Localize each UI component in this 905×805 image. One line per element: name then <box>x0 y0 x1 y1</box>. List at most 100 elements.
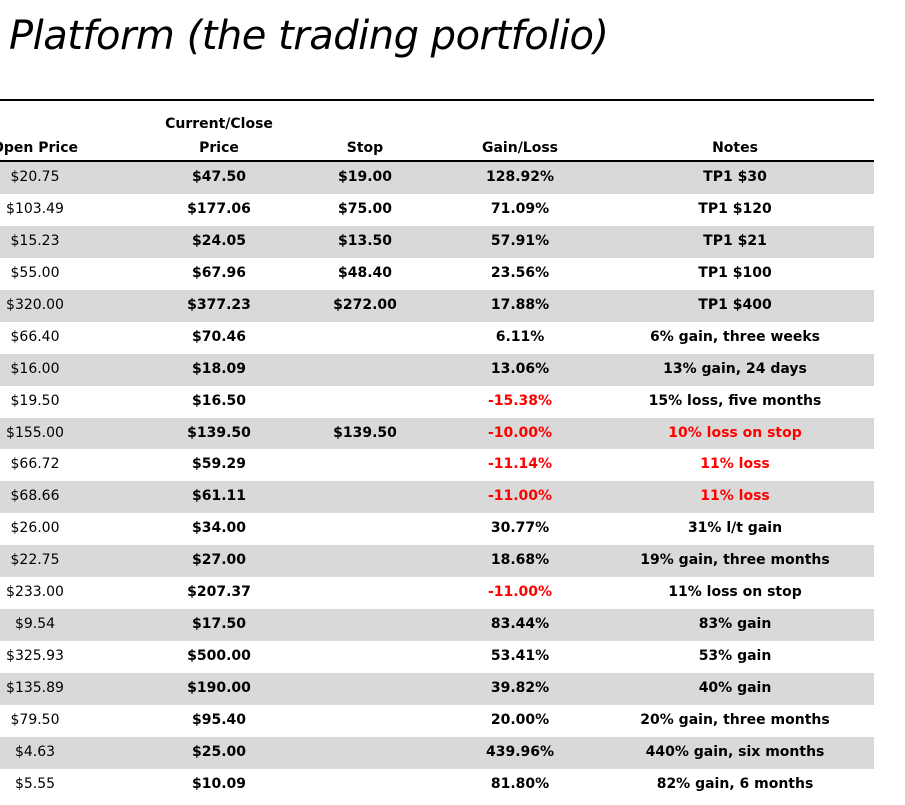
stop-cell: $48.40 <box>337 264 393 281</box>
stop-cell: $139.50 <box>333 424 397 441</box>
open-price-cell: $66.72 <box>10 456 60 473</box>
notes-cell: 13% gain, 24 days <box>663 360 807 377</box>
notes-cell: 82% gain, 6 months <box>656 775 814 792</box>
close-price-cell: $24.05 <box>191 232 247 249</box>
header-gain-loss: Gain/Loss <box>481 140 559 156</box>
open-price-cell: $233.00 <box>6 584 64 601</box>
gain-loss-cell: 18.68% <box>490 552 550 569</box>
open-price-cell: $22.75 <box>10 552 60 569</box>
open-price-cell: $20.75 <box>10 169 60 185</box>
close-price-cell: $67.96 <box>191 264 247 281</box>
table-row: $135.89 $190.00 39.82% 40% gain <box>0 673 874 705</box>
table-body: $20.75 $47.50 $19.00 128.92% TP1 $30 $103.49 $… <box>0 162 874 801</box>
close-price-cell: $27.00 <box>191 552 247 569</box>
notes-cell: TP1 $400 <box>698 296 772 313</box>
notes-cell: 31% l/t gain <box>687 520 783 537</box>
close-price-cell: $70.46 <box>191 328 247 345</box>
table-row: $66.72 $59.29 -11.14% 11% loss <box>0 449 874 481</box>
close-price-cell: $500.00 <box>187 648 251 665</box>
gain-loss-cell: 53.41% <box>490 648 550 665</box>
gain-loss-cell: 17.88% <box>490 296 550 313</box>
gain-loss-cell: 439.96% <box>485 743 555 760</box>
gain-loss-cell: -11.14% <box>487 456 553 473</box>
gain-loss-cell: 23.56% <box>490 264 550 281</box>
table-row: $68.66 $61.11 -11.00% 11% loss <box>0 481 874 514</box>
notes-cell: 440% gain, six months <box>645 743 825 760</box>
open-price-cell: $155.00 <box>6 424 64 441</box>
open-price-cell: $79.50 <box>10 711 60 728</box>
header-divider <box>0 160 874 162</box>
table-row: $320.00 $377.23 $272.00 17.88% TP1 $400 <box>0 289 874 322</box>
table-row: $55.00 $67.96 $48.40 23.56% TP1 $100 <box>0 258 874 290</box>
gain-loss-cell: -10.00% <box>487 424 553 441</box>
stop-cell: $272.00 <box>333 296 397 313</box>
notes-cell: 53% gain <box>698 648 772 665</box>
header-stop: Stop <box>346 140 384 156</box>
open-price-cell: $68.66 <box>10 488 60 505</box>
gain-loss-cell: -11.00% <box>487 584 553 601</box>
close-price-cell: $25.00 <box>191 743 247 760</box>
table-row: $22.75 $27.00 18.68% 19% gain, three months <box>0 545 874 578</box>
open-price-cell: $135.89 <box>6 680 64 696</box>
table-row: $5.55 $10.09 81.80% 82% gain, 6 months <box>0 769 874 801</box>
gain-loss-cell: 57.91% <box>490 232 550 249</box>
notes-cell: 15% loss, five months <box>648 392 822 409</box>
table-row: $20.75 $47.50 $19.00 128.92% TP1 $30 <box>0 162 874 194</box>
table-row: $26.00 $34.00 30.77% 31% l/t gain <box>0 513 874 545</box>
close-price-cell: $190.00 <box>187 680 251 696</box>
gain-loss-cell: 6.11% <box>495 328 545 345</box>
table-header: Open Price Current/Close Price Stop Gain… <box>0 112 874 160</box>
close-price-cell: $177.06 <box>187 200 251 217</box>
open-price-cell: $19.50 <box>10 392 60 409</box>
notes-cell: 83% gain <box>698 616 772 633</box>
gain-loss-cell: 20.00% <box>490 711 550 728</box>
gain-loss-cell: 39.82% <box>490 680 550 696</box>
stop-cell: $75.00 <box>337 200 393 217</box>
stop-cell: $13.50 <box>337 232 393 249</box>
gain-loss-cell: 71.09% <box>490 200 550 217</box>
close-price-cell: $207.37 <box>187 584 251 601</box>
stop-cell: $19.00 <box>337 169 393 185</box>
notes-cell: 11% loss <box>700 456 770 473</box>
page-title: Platform (the trading portfolio) <box>9 13 609 59</box>
close-price-cell: $59.29 <box>191 456 247 473</box>
table-row: $4.63 $25.00 439.96% 440% gain, six months <box>0 736 874 769</box>
open-price-cell: $55.00 <box>10 264 60 281</box>
notes-cell: 11% loss on stop <box>668 584 802 601</box>
notes-cell: TP1 $120 <box>698 200 772 217</box>
gain-loss-cell: -15.38% <box>487 392 553 409</box>
notes-cell: TP1 $21 <box>703 232 767 249</box>
gain-loss-cell: 128.92% <box>485 169 555 185</box>
notes-cell: 40% gain <box>698 680 772 696</box>
close-price-cell: $34.00 <box>191 520 247 537</box>
close-price-cell: $16.50 <box>191 392 247 409</box>
open-price-cell: $5.55 <box>14 775 56 792</box>
table-row: $325.93 $500.00 53.41% 53% gain <box>0 641 874 673</box>
table-row: $79.50 $95.40 20.00% 20% gain, three months <box>0 705 874 737</box>
notes-cell: 11% loss <box>700 488 770 505</box>
title-divider <box>0 99 874 101</box>
close-price-cell: $10.09 <box>191 775 247 792</box>
table-row: $15.23 $24.05 $13.50 57.91% TP1 $21 <box>0 225 874 258</box>
open-price-cell: $16.00 <box>10 360 60 377</box>
header-current-close-price: Current/Close Price <box>160 112 278 160</box>
table-row: $19.50 $16.50 -15.38% 15% loss, five months <box>0 386 874 418</box>
table-row: $16.00 $18.09 13.06% 13% gain, 24 days <box>0 353 874 386</box>
gain-loss-cell: 83.44% <box>490 616 550 633</box>
open-price-cell: $320.00 <box>6 296 64 313</box>
gain-loss-cell: -11.00% <box>487 488 553 505</box>
table-row: $103.49 $177.06 $75.00 71.09% TP1 $120 <box>0 194 874 226</box>
header-current-close-line2: Price <box>199 140 239 156</box>
close-price-cell: $139.50 <box>187 424 251 441</box>
table-row: $233.00 $207.37 -11.00% 11% loss on stop <box>0 577 874 609</box>
table-row: $9.54 $17.50 83.44% 83% gain <box>0 609 874 642</box>
notes-cell: TP1 $30 <box>703 169 767 185</box>
gain-loss-cell: 81.80% <box>490 775 550 792</box>
notes-cell: TP1 $100 <box>698 264 772 281</box>
open-price-cell: $4.63 <box>14 743 56 760</box>
header-notes: Notes <box>712 140 758 156</box>
notes-cell: 19% gain, three months <box>640 552 830 569</box>
open-price-cell: $66.40 <box>10 328 60 345</box>
gain-loss-cell: 13.06% <box>490 360 550 377</box>
table-row: $66.40 $70.46 6.11% 6% gain, three weeks <box>0 322 874 354</box>
